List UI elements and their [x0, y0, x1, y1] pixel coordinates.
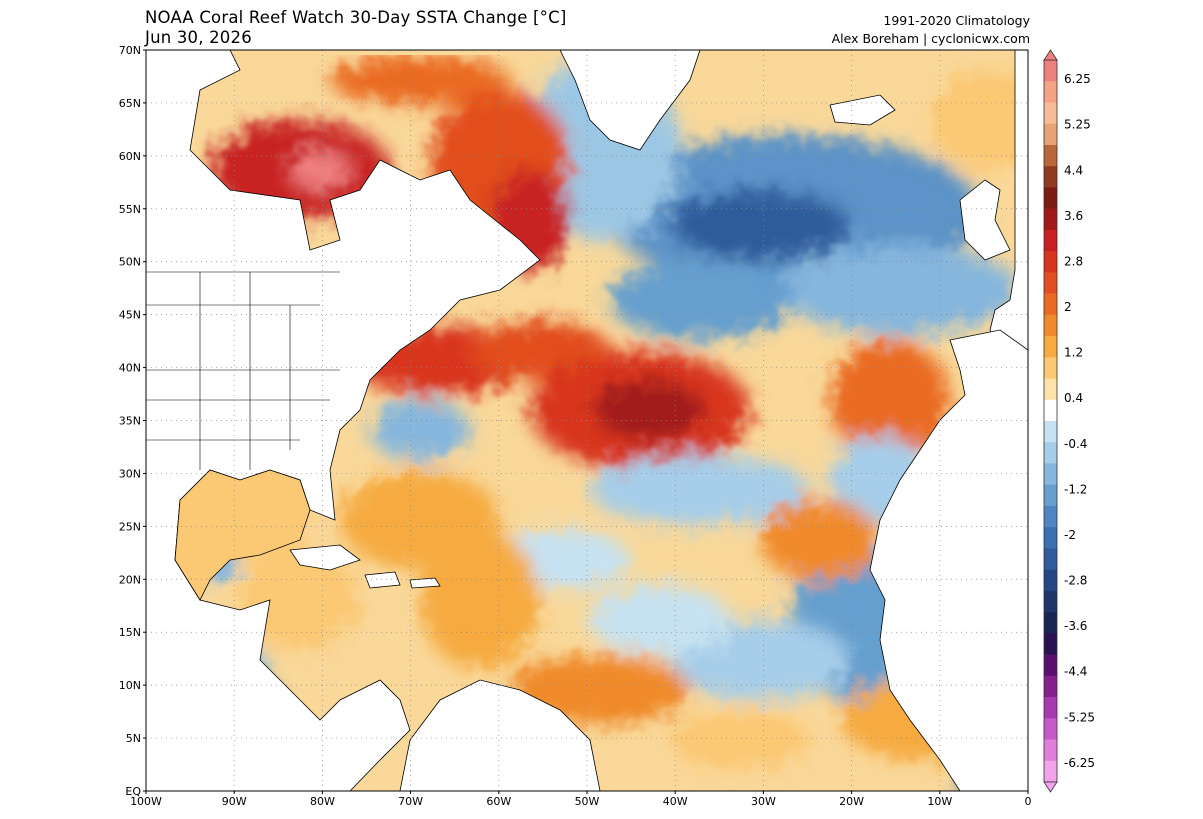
- colorbar: [1043, 49, 1058, 793]
- lon-tick-label: 10W: [927, 795, 952, 808]
- colorbar-swatch: [1044, 442, 1057, 464]
- colorbar-swatch: [1044, 399, 1057, 422]
- lat-tick-label: 65N: [119, 97, 141, 110]
- colorbar-swatch: [1044, 654, 1057, 677]
- colorbar-swatch: [1044, 166, 1057, 188]
- lat-tick-label: 10N: [119, 679, 141, 692]
- lat-tick-label: 40N: [119, 362, 141, 375]
- colorbar-tick-label: -0.4: [1064, 437, 1087, 451]
- colorbar-swatch: [1044, 739, 1057, 762]
- colorbar-swatch: [1044, 123, 1057, 146]
- colorbar-swatch: [1044, 760, 1057, 783]
- lat-tick-label: 50N: [119, 256, 141, 269]
- lat-tick-label: EQ: [125, 785, 141, 798]
- lat-tick-label: 70N: [119, 44, 141, 57]
- colorbar-swatch: [1044, 548, 1057, 570]
- colorbar-swatch: [1044, 336, 1057, 358]
- colorbar-tick-label: -1.2: [1064, 482, 1087, 496]
- lat-axis: 70N 65N 60N 55N 50N 45N 40N 35N 30N 25N 20N 15N 10N 5…: [119, 44, 146, 798]
- lon-tick-label: 30W: [751, 795, 776, 808]
- credit-block: 1991-2020 Climatology Alex Boreham | cyc…: [832, 12, 1030, 48]
- colorbar-swatch: [1044, 633, 1057, 655]
- colorbar-swatch: [1044, 675, 1057, 698]
- colorbar-tick-label: 2: [1064, 300, 1072, 314]
- colorbar-swatch: [1044, 293, 1057, 316]
- colorbar-tick-label: 5.25: [1064, 118, 1091, 132]
- colorbar-swatch: [1044, 81, 1057, 103]
- colorbar-tick-label: 1.2: [1064, 346, 1083, 360]
- landmasses: [146, 50, 1028, 791]
- colorbar-swatch: [1044, 527, 1057, 549]
- colorbar-swatch: [1044, 272, 1057, 294]
- lat-tick-label: 60N: [119, 150, 141, 163]
- lon-tick-label: 70W: [398, 795, 423, 808]
- lon-tick-label: 20W: [839, 795, 864, 808]
- colorbar-tick-label: -4.4: [1064, 665, 1087, 679]
- colorbar-swatch: [1044, 314, 1057, 337]
- borders: [146, 271, 340, 470]
- gulf-of-mexico: [174, 469, 311, 601]
- lat-tick-label: 30N: [119, 467, 141, 480]
- colorbar-swatch: [1044, 251, 1057, 273]
- colorbar-tick-label: 0.4: [1064, 391, 1083, 405]
- colorbar-swatch: [1044, 144, 1057, 167]
- lat-tick-label: 55N: [119, 203, 141, 216]
- gridlines: [146, 50, 1028, 791]
- colorbar-tick-label: -3.6: [1064, 619, 1087, 633]
- title-block: NOAA Coral Reef Watch 30-Day SSTA Change…: [145, 8, 566, 48]
- colorbar-swatch: [1044, 187, 1057, 209]
- colorbar-swatch: [1044, 102, 1057, 125]
- colorbar-labels: 6.25 5.25 4.4 3.6 2.8 2 1.2 0.4 -0.4 -1.2 -2 -2.8 -3…: [1064, 72, 1095, 770]
- lon-tick-label: 40W: [663, 795, 688, 808]
- colorbar-swatch: [1044, 421, 1057, 443]
- lat-tick-label: 20N: [119, 573, 141, 586]
- lon-tick-label: 90W: [222, 795, 247, 808]
- lon-tick-label: 50W: [575, 795, 600, 808]
- map-area: [146, 50, 1028, 791]
- lat-tick-label: 15N: [119, 626, 141, 639]
- colorbar-max-arrow: [1043, 49, 1058, 61]
- climatology-label: 1991-2020 Climatology: [883, 13, 1030, 28]
- colorbar-swatch: [1044, 463, 1057, 486]
- colorbar-tick-label: -6.25: [1064, 756, 1095, 770]
- map-date: Jun 30, 2026: [145, 28, 252, 47]
- colorbar-swatch: [1044, 229, 1057, 252]
- colorbar-tick-label: -2.8: [1064, 574, 1087, 588]
- lon-tick-label: 80W: [310, 795, 335, 808]
- lat-tick-label: 45N: [119, 309, 141, 322]
- colorbar-swatch: [1044, 357, 1057, 379]
- colorbar-swatch: [1044, 590, 1057, 613]
- colorbar-swatch: [1044, 378, 1057, 401]
- map-title: NOAA Coral Reef Watch 30-Day SSTA Change…: [145, 8, 567, 27]
- colorbar-swatch: [1044, 697, 1057, 719]
- lon-tick-label: 0: [1025, 795, 1032, 808]
- lat-tick-label: 25N: [119, 520, 141, 533]
- lon-tick-label: 100W: [130, 795, 162, 808]
- colorbar-tick-label: -2: [1064, 528, 1076, 542]
- lon-tick-label: 60W: [486, 795, 511, 808]
- colorbar-swatch: [1044, 60, 1057, 82]
- colorbar-tick-label: -5.25: [1064, 710, 1095, 724]
- colorbar-swatch: [1044, 612, 1057, 634]
- colorbar-min-arrow: [1043, 781, 1058, 793]
- colorbar-swatch: [1044, 718, 1057, 740]
- credit-label: Alex Boreham | cyclonicwx.com: [831, 31, 1030, 46]
- colorbar-tick-label: 6.25: [1064, 72, 1091, 86]
- colorbar-tick-label: 4.4: [1064, 163, 1083, 177]
- colorbar-tick-label: 3.6: [1064, 209, 1083, 223]
- colorbar-swatch: [1044, 505, 1057, 528]
- lon-axis: 100W 90W 80W 70W 60W 50W 40W 30W 20W 10W 0: [130, 791, 1032, 808]
- colorbar-swatch: [1044, 569, 1057, 592]
- lat-tick-label: 35N: [119, 415, 141, 428]
- lat-tick-label: 5N: [126, 732, 141, 745]
- colorbar-swatch: [1044, 208, 1057, 231]
- colorbar-tick-label: 2.8: [1064, 254, 1083, 268]
- caribbean-islands: [289, 544, 441, 589]
- colorbar-swatch: [1044, 484, 1057, 507]
